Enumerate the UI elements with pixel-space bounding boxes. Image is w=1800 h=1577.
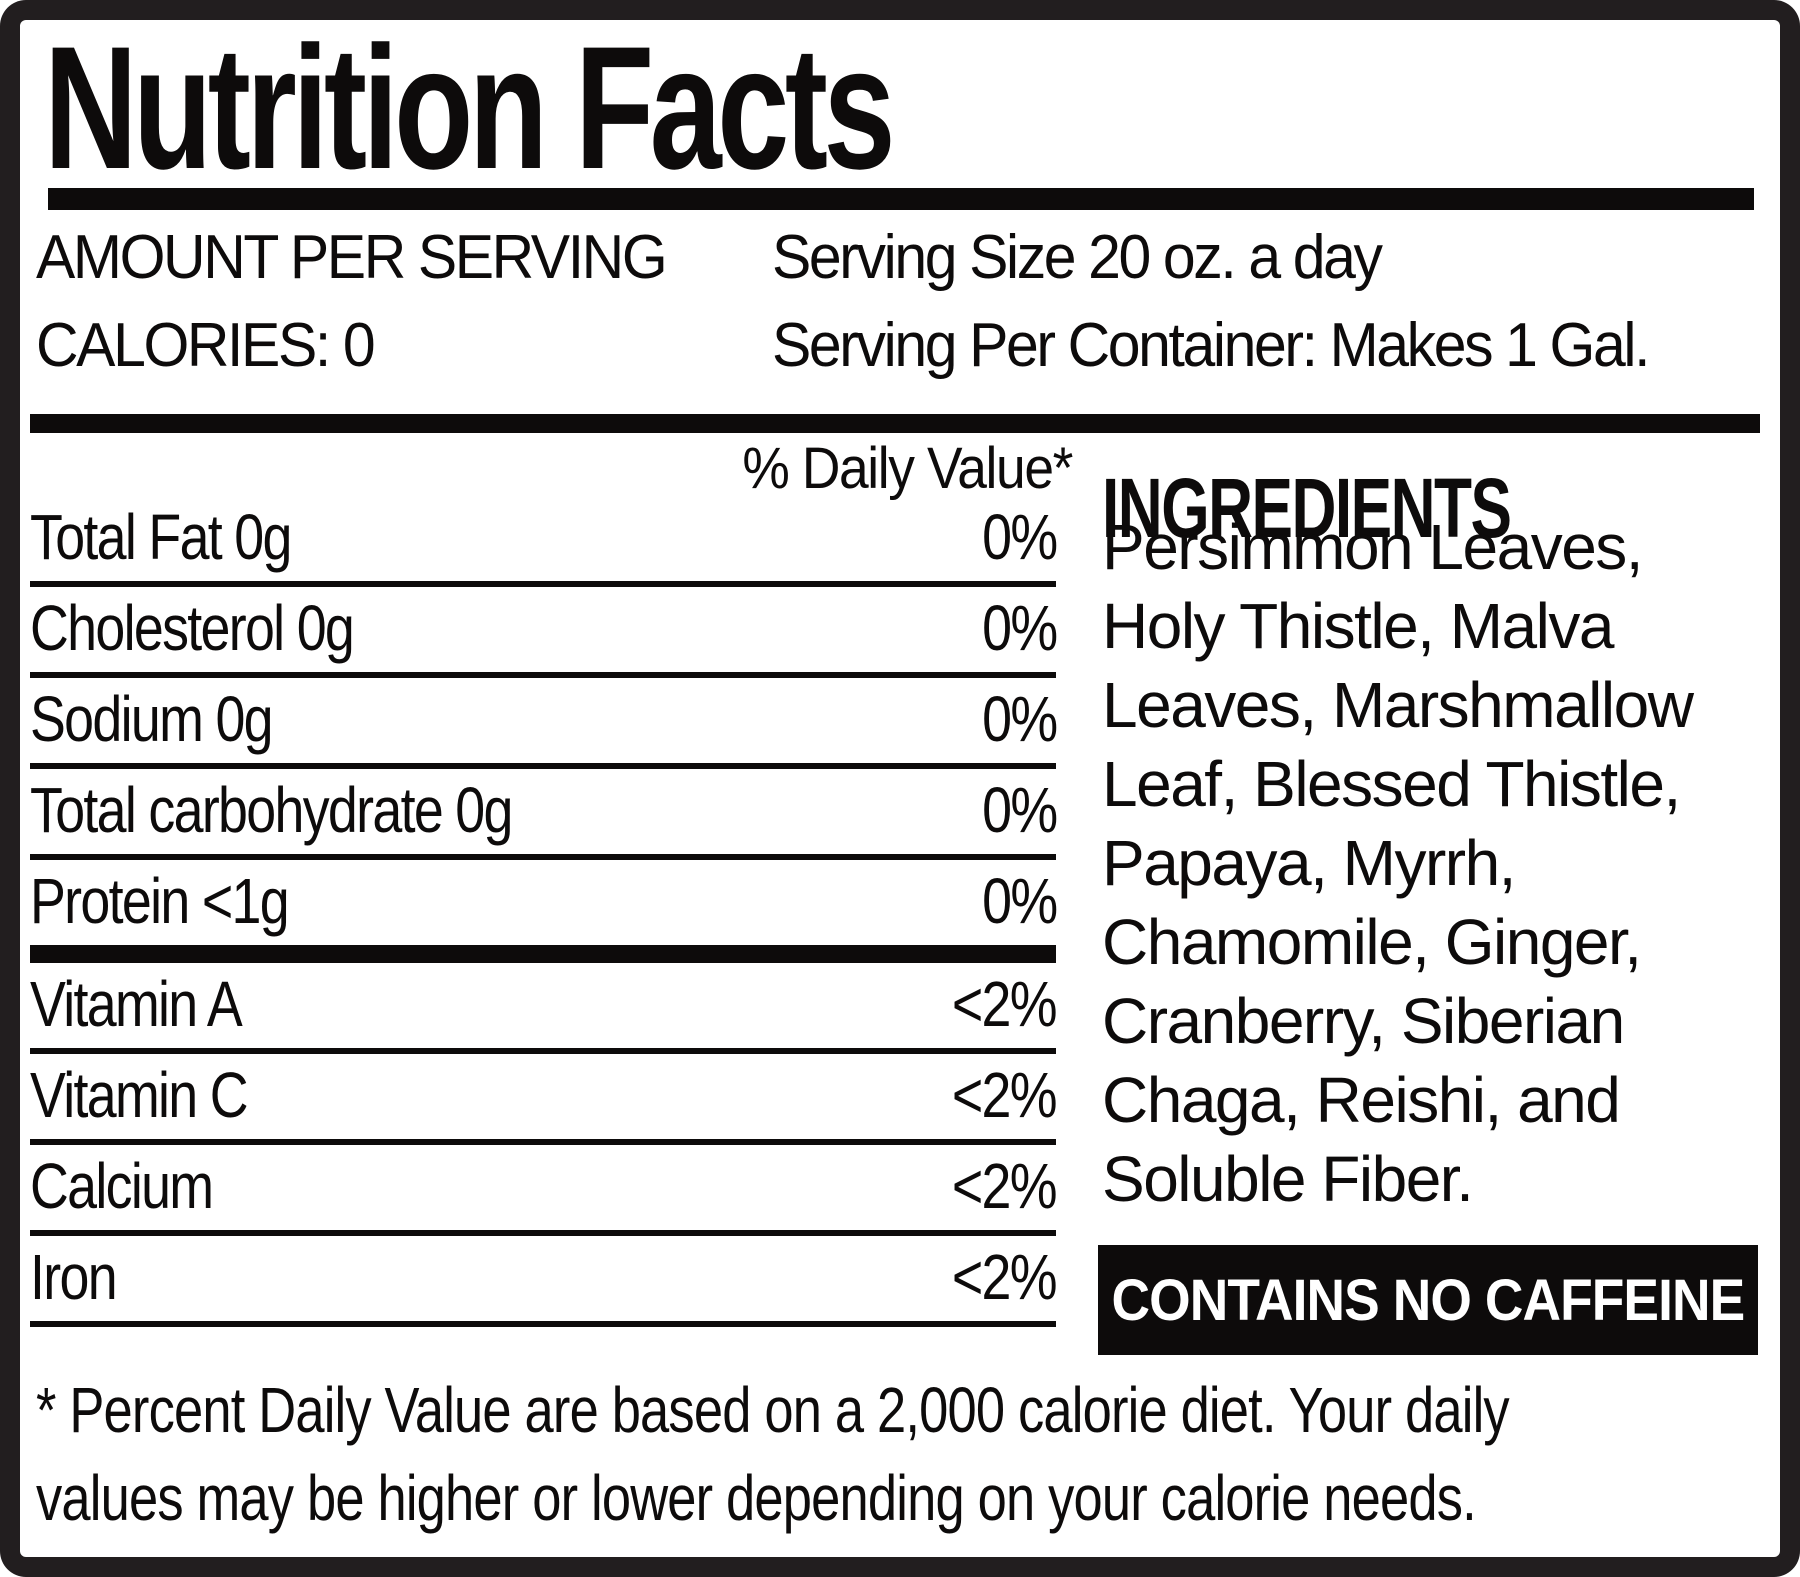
- servings-per-container-value: Serving Per Container: Makes 1 Gal.: [772, 311, 1650, 380]
- table-row: Vitamin A <2%: [30, 963, 1058, 1054]
- nutrient-daily-value: 0%: [981, 683, 1058, 755]
- table-row: Total Fat 0g 0%: [30, 496, 1058, 587]
- calories-value: CALORIES: 0: [36, 311, 376, 380]
- table-row: Iron <2%: [30, 1236, 1058, 1327]
- daily-value-column-header: % Daily Value*: [742, 436, 1073, 501]
- daily-value-footnote: * Percent Daily Value are based on a 2,0…: [36, 1374, 1510, 1534]
- nutrient-name: Vitamin A: [30, 968, 243, 1040]
- nutrient-name: Vitamin C: [30, 1059, 249, 1131]
- nutrient-daily-value: <2%: [951, 1241, 1058, 1313]
- nutrient-name: Sodium 0g: [30, 683, 274, 755]
- table-row: Sodium 0g 0%: [30, 678, 1058, 769]
- nutrient-daily-value: <2%: [951, 1059, 1058, 1131]
- nutrient-name: Total Fat 0g: [30, 501, 292, 573]
- vitamins-minerals-group: Vitamin A <2% Vitamin C <2% Calcium <2% Iron <2…: [30, 963, 1058, 1327]
- header-divider: [30, 414, 1760, 433]
- amount-per-serving-label: AMOUNT PER SERVING: [36, 223, 668, 292]
- macronutrient-group: Total Fat 0g 0% Cholesterol 0g 0% Sodium 0g 0…: [30, 496, 1058, 963]
- table-row: Cholesterol 0g 0%: [30, 587, 1058, 678]
- table-row: Calcium <2%: [30, 1145, 1058, 1236]
- table-row: Vitamin C <2%: [30, 1054, 1058, 1145]
- table-row: Protein <1g 0%: [30, 860, 1058, 963]
- label-title: Nutrition Facts: [44, 11, 896, 206]
- nutrient-name: Total carbohydrate 0g: [30, 774, 513, 846]
- nutrient-daily-value: <2%: [951, 1150, 1058, 1222]
- nutrient-name: Cholesterol 0g: [30, 592, 355, 664]
- nutrition-facts-label: Nutrition Facts AMOUNT PER SERVING Servi…: [20, 20, 1780, 1557]
- nutrient-name: Calcium: [30, 1150, 214, 1222]
- caffeine-notice-badge: CONTAINS NO CAFFEINE: [1098, 1245, 1758, 1355]
- nutrient-name: Protein <1g: [30, 865, 290, 937]
- nutrient-daily-value: 0%: [981, 592, 1058, 664]
- caffeine-notice-text: CONTAINS NO CAFFEINE: [1111, 1267, 1746, 1333]
- ingredients-list: Persimmon Leaves, Holy Thistle, Malva Le…: [1102, 511, 1694, 1215]
- ingredients-heading: INGREDIENTS: [1102, 461, 1512, 555]
- nutrient-name: Iron: [30, 1241, 118, 1313]
- serving-size-value: Serving Size 20 oz. a day: [772, 223, 1383, 292]
- nutrient-daily-value: 0%: [981, 501, 1058, 573]
- nutrient-daily-value: <2%: [951, 968, 1058, 1040]
- nutrient-table: Total Fat 0g 0% Cholesterol 0g 0% Sodium 0g 0…: [30, 496, 1058, 1327]
- title-divider: [48, 188, 1754, 210]
- nutrient-daily-value: 0%: [981, 774, 1058, 846]
- nutrient-daily-value: 0%: [981, 865, 1058, 937]
- table-row: Total carbohydrate 0g 0%: [30, 769, 1058, 860]
